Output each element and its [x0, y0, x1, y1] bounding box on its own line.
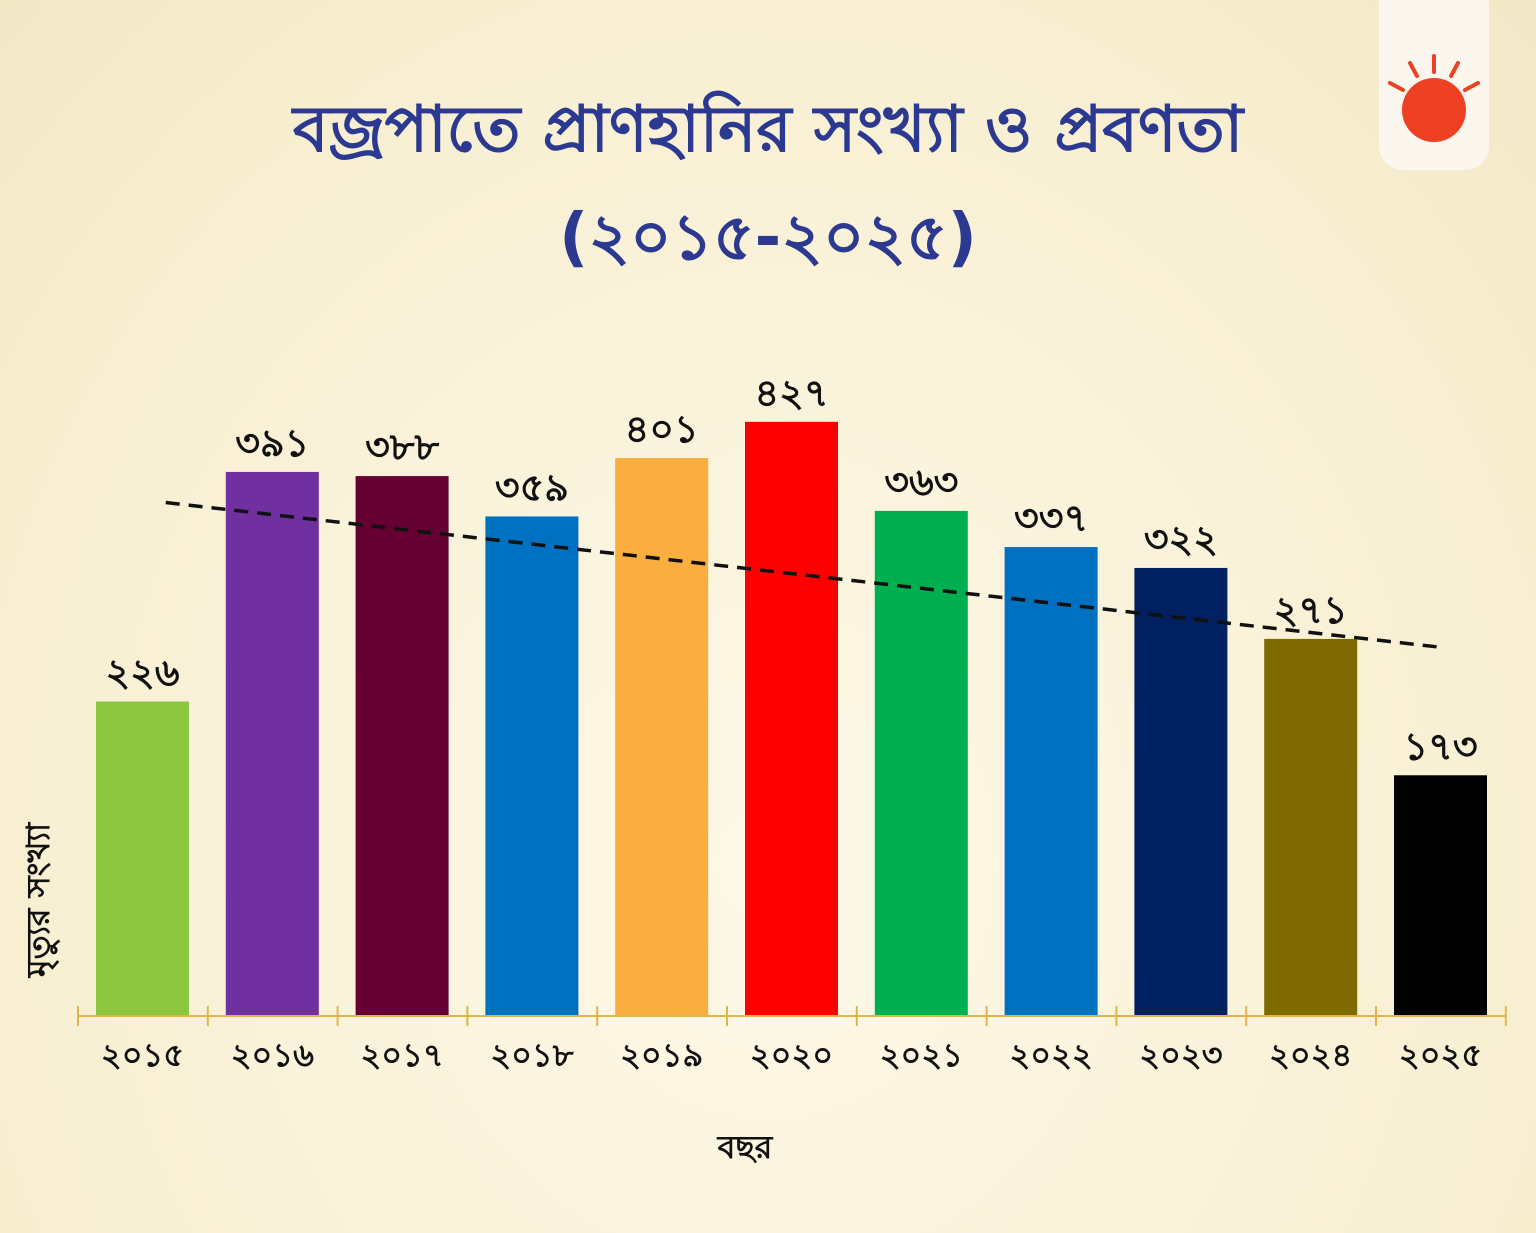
bar-value-label: ৪০১	[625, 407, 699, 451]
x-tick-label: ২০২১	[880, 1036, 963, 1074]
bar	[355, 476, 449, 1016]
logo-card	[1379, 0, 1489, 170]
x-tick-label: ২০২০	[750, 1036, 833, 1074]
bar-value-label: ৩৯১	[235, 421, 309, 465]
chart-title-line2: (২০১৫-২০২৫)	[559, 201, 977, 275]
x-tick-label: ২০১৭	[361, 1036, 444, 1074]
bar	[745, 421, 838, 1017]
x-tick-label: ২০১৯	[620, 1036, 703, 1074]
trend-line	[165, 500, 1441, 649]
y-axis-label: মৃত্যুর সংখ্যা	[19, 822, 57, 978]
x-tick-label: ২০১৫	[101, 1036, 184, 1074]
bar	[1394, 775, 1487, 1016]
x-tick-label: ২০২৫	[1399, 1036, 1482, 1074]
bar-value-label: ২৭১	[1274, 588, 1348, 632]
bar	[225, 471, 319, 1017]
bar-value-label: ৩৮৮	[365, 425, 439, 469]
bar	[615, 458, 709, 1016]
bar	[1264, 638, 1358, 1016]
sun-icon	[1388, 54, 1480, 142]
x-tick-label: ২০২৪	[1269, 1036, 1352, 1074]
bar	[485, 516, 579, 1016]
bar	[1134, 567, 1228, 1016]
bar-value-label: ২২৬	[105, 651, 179, 695]
bar	[96, 701, 189, 1016]
x-tick-label: ২০১৬	[231, 1036, 314, 1074]
x-tick-label: ২০২২	[1009, 1036, 1092, 1074]
x-tick-label: ২০২৩	[1139, 1036, 1222, 1074]
bar-value-label: ১৭৩	[1403, 724, 1477, 768]
bar	[1004, 547, 1098, 1016]
x-tick-label: ২০১৮	[490, 1036, 573, 1074]
bar-value-label: ৩৩৭	[1014, 496, 1088, 540]
bar-value-label: ৩২২	[1144, 517, 1218, 561]
chart-title-line1: বজ্রপাতে প্রাণহানির সংখ্যা ও প্রবণতা	[292, 93, 1244, 167]
bar	[874, 510, 968, 1016]
bar-value-label: ৪২৭	[754, 371, 828, 415]
bar-value-label: ৩৬৩	[884, 460, 958, 504]
x-axis-label: বছর	[717, 1128, 773, 1166]
bar-value-label: ৩৫৯	[495, 465, 569, 509]
